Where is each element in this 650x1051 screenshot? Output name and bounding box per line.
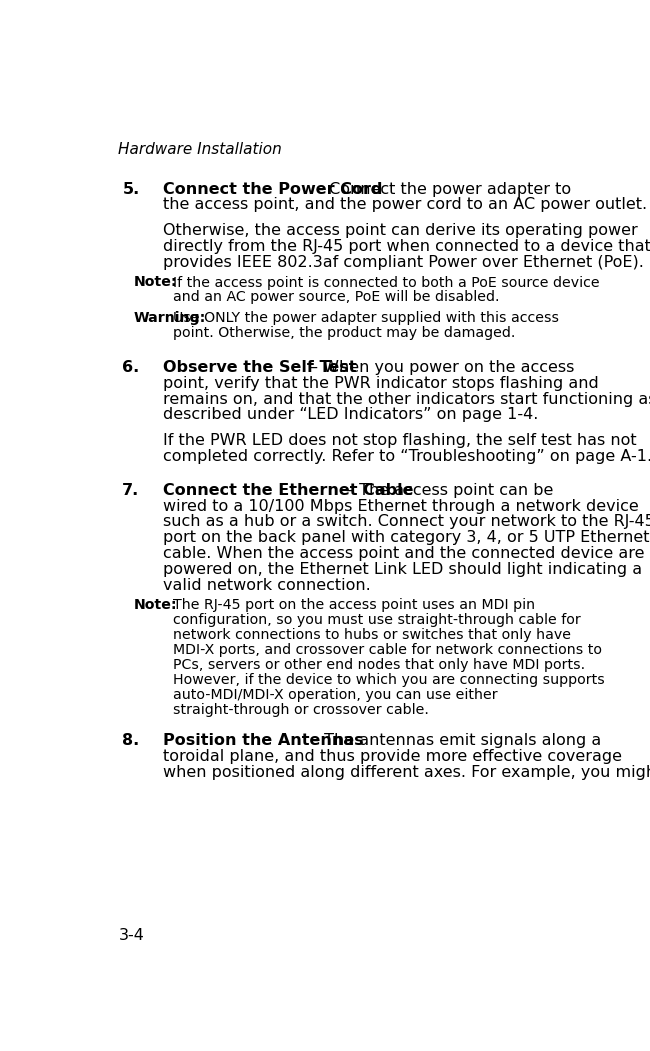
Text: However, if the device to which you are connecting supports: However, if the device to which you are … [173,674,604,687]
Text: The RJ-45 port on the access point uses an MDI pin: The RJ-45 port on the access point uses … [173,598,535,613]
Text: – Connect the power adapter to: – Connect the power adapter to [316,182,571,197]
Text: when positioned along different axes. For example, you might: when positioned along different axes. Fo… [162,765,650,780]
Text: wired to a 10/100 Mbps Ethernet through a network device: wired to a 10/100 Mbps Ethernet through … [162,498,638,514]
Text: 7.: 7. [122,482,140,498]
Text: Warning:: Warning: [134,311,206,326]
Text: Use ONLY the power adapter supplied with this access: Use ONLY the power adapter supplied with… [173,311,559,326]
Text: Position the Antennas: Position the Antennas [162,734,363,748]
Text: Otherwise, the access point can derive its operating power: Otherwise, the access point can derive i… [162,223,638,239]
Text: provides IEEE 802.3af compliant Power over Ethernet (PoE).: provides IEEE 802.3af compliant Power ov… [162,254,644,270]
Text: Connect the Ethernet Cable: Connect the Ethernet Cable [162,482,413,498]
Text: PCs, servers or other end nodes that only have MDI ports.: PCs, servers or other end nodes that onl… [173,658,585,673]
Text: configuration, so you must use straight-through cable for: configuration, so you must use straight-… [173,614,580,627]
Text: remains on, and that the other indicators start functioning as: remains on, and that the other indicator… [162,392,650,407]
Text: MDI-X ports, and crossover cable for network connections to: MDI-X ports, and crossover cable for net… [173,643,602,657]
Text: auto-MDI/MDI-X operation, you can use either: auto-MDI/MDI-X operation, you can use ei… [173,688,497,702]
Text: Note:: Note: [134,275,177,289]
Text: – When you power on the access: – When you power on the access [310,360,574,375]
Text: 8.: 8. [122,734,140,748]
Text: completed correctly. Refer to “Troubleshooting” on page A-1.: completed correctly. Refer to “Troublesh… [162,449,650,465]
Text: such as a hub or a switch. Connect your network to the RJ-45: such as a hub or a switch. Connect your … [162,514,650,530]
Text: straight-through or crossover cable.: straight-through or crossover cable. [173,703,428,717]
Text: and an AC power source, PoE will be disabled.: and an AC power source, PoE will be disa… [173,290,499,305]
Text: powered on, the Ethernet Link LED should light indicating a: powered on, the Ethernet Link LED should… [162,561,642,577]
Text: – The access point can be: – The access point can be [346,482,553,498]
Text: 6.: 6. [122,360,140,375]
Text: valid network connection.: valid network connection. [162,578,370,593]
Text: If the access point is connected to both a PoE source device: If the access point is connected to both… [173,275,599,289]
Text: Observe the Self Test: Observe the Self Test [162,360,356,375]
Text: directly from the RJ-45 port when connected to a device that: directly from the RJ-45 port when connec… [162,239,650,254]
Text: Hardware Installation: Hardware Installation [118,142,282,157]
Text: 3-4: 3-4 [118,928,144,943]
Text: point, verify that the PWR indicator stops flashing and: point, verify that the PWR indicator sto… [162,376,599,391]
Text: cable. When the access point and the connected device are: cable. When the access point and the con… [162,545,644,561]
Text: port on the back panel with category 3, 4, or 5 UTP Ethernet: port on the back panel with category 3, … [162,530,649,545]
Text: If the PWR LED does not stop flashing, the self test has not: If the PWR LED does not stop flashing, t… [162,433,636,448]
Text: – The antennas emit signals along a: – The antennas emit signals along a [311,734,602,748]
Text: Note:: Note: [134,598,177,613]
Text: point. Otherwise, the product may be damaged.: point. Otherwise, the product may be dam… [173,326,515,341]
Text: toroidal plane, and thus provide more effective coverage: toroidal plane, and thus provide more ef… [162,749,621,764]
Text: described under “LED Indicators” on page 1-4.: described under “LED Indicators” on page… [162,408,538,423]
Text: network connections to hubs or switches that only have: network connections to hubs or switches … [173,628,571,642]
Text: the access point, and the power cord to an AC power outlet.: the access point, and the power cord to … [162,198,647,212]
Text: 5.: 5. [122,182,140,197]
Text: Connect the Power Cord: Connect the Power Cord [162,182,382,197]
